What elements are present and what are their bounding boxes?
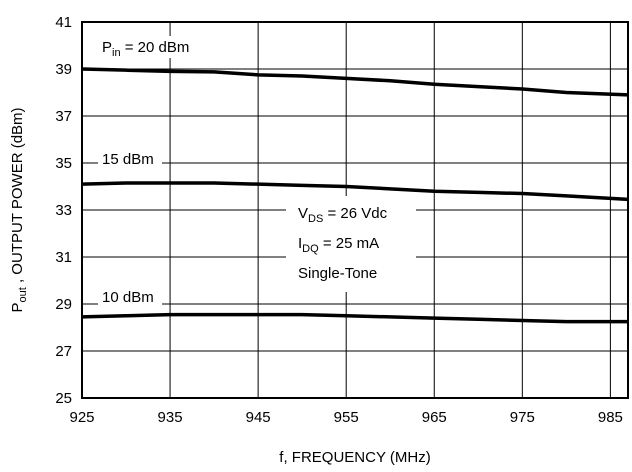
annotation-line-2: IDQ = 25 mA	[298, 235, 379, 255]
x-axis-title: f, FREQUENCY (MHz)	[279, 449, 430, 466]
series-lines	[81, 67, 629, 324]
series-label-1-main: P	[102, 39, 112, 56]
annotation-bg	[286, 196, 416, 292]
y-tick-label: 37	[55, 108, 72, 125]
y-tick-label: 27	[55, 343, 72, 360]
annotation-line-3: Single-Tone	[298, 265, 377, 282]
annotation-line-2-sub: DQ	[302, 243, 319, 255]
y-axis-title: Pout , OUTPUT POWER (dBm)	[9, 107, 29, 312]
y-axis-title-main: P	[9, 303, 26, 313]
annotation-line-1-sub: DS	[308, 213, 323, 225]
series-label-1-rest: = 20 dBm	[121, 39, 190, 56]
series-labels: Pin = 20 dBm 15 dBm 10 dBm	[98, 36, 230, 308]
x-tick-label: 965	[422, 409, 447, 426]
y-axis-title-sub: out	[17, 287, 29, 302]
y-tick-label: 39	[55, 61, 72, 78]
x-tick-label: 925	[69, 409, 94, 426]
series-line-2	[81, 181, 629, 202]
series-label-1-sub: in	[112, 47, 121, 59]
series-line-3	[81, 312, 628, 324]
y-tick-label: 29	[55, 296, 72, 313]
annotation-line-1-rest: = 26 Vdc	[323, 205, 387, 222]
grid-lines	[81, 21, 628, 399]
y-tick-label: 33	[55, 202, 72, 219]
x-tick-labels: 925 935 945 955 965 975 985	[69, 409, 622, 426]
annotation-line-3-main: Single-Tone	[298, 265, 377, 282]
series-label-bg	[98, 36, 230, 58]
y-axis-title-rest: , OUTPUT POWER (dBm)	[9, 107, 26, 287]
y-tick-label: 31	[55, 249, 72, 266]
y-tick-label: 35	[55, 155, 72, 172]
series-label-2: 15 dBm	[102, 151, 154, 168]
x-tick-label: 945	[246, 409, 271, 426]
series-label-3: 10 dBm	[102, 289, 154, 306]
plot-frame	[81, 21, 629, 399]
series-label-bg	[98, 148, 162, 170]
annotation-line-2-rest: = 25 mA	[319, 235, 379, 252]
x-tick-label: 975	[510, 409, 535, 426]
annotation-line-1-main: V	[298, 205, 308, 222]
y-tick-label: 25	[55, 390, 72, 407]
annotation-line-2-main: I	[298, 235, 302, 252]
annotation-line-1: VDS = 26 Vdc	[298, 205, 388, 225]
x-tick-label: 955	[334, 409, 359, 426]
y-tick-label: 41	[55, 14, 72, 31]
x-tick-label: 935	[158, 409, 183, 426]
y-tick-labels: 25 27 29 31 33 35 37 39 41	[55, 14, 72, 407]
series-line-1	[81, 67, 629, 97]
series-label-3-main: 10 dBm	[102, 289, 154, 306]
series-label-bg	[98, 286, 162, 308]
series-label-2-main: 15 dBm	[102, 151, 154, 168]
x-tick-label: 985	[598, 409, 623, 426]
series-label-1: Pin = 20 dBm	[102, 39, 189, 59]
conditions-annotation: VDS = 26 Vdc IDQ = 25 mA Single-Tone	[286, 196, 416, 292]
